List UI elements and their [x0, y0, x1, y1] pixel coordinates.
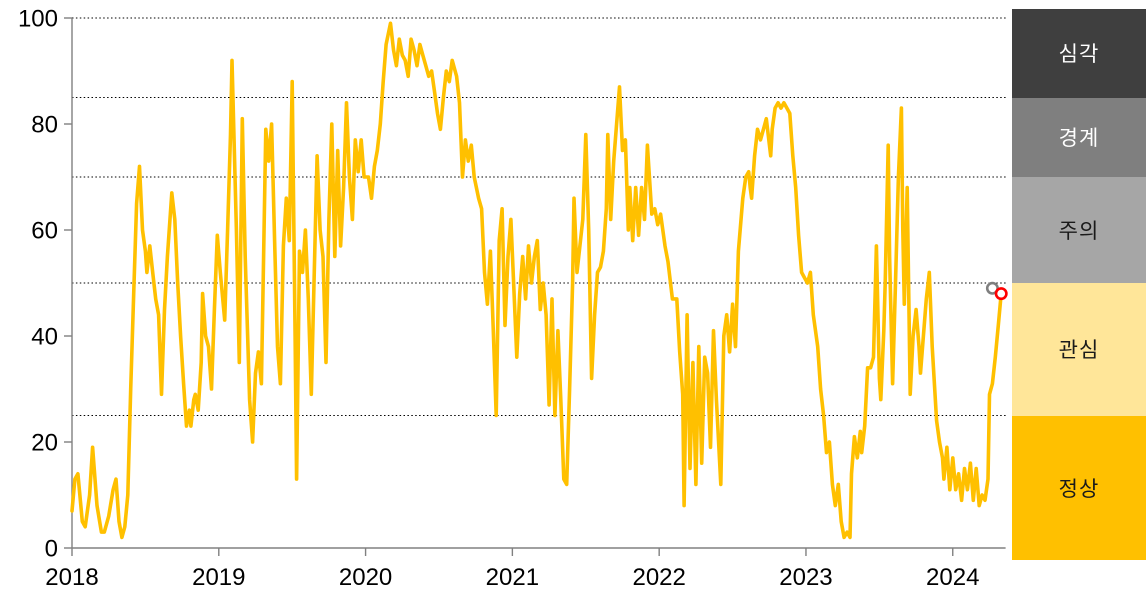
x-tick-label: 2023: [779, 564, 832, 591]
legend-band-주의: 주의: [1012, 177, 1146, 283]
legend-band-label: 관심: [1058, 339, 1100, 363]
y-tick-label: 20: [31, 429, 58, 456]
x-tick-label: 2022: [632, 564, 685, 591]
x-tick-label: 2018: [45, 564, 98, 591]
y-tick-label: 80: [31, 111, 58, 138]
x-tick-label: 2019: [192, 564, 245, 591]
legend-band-관심: 관심: [1012, 283, 1146, 416]
legend-band-label: 심각: [1058, 43, 1100, 67]
latest-value-marker: [994, 287, 1008, 301]
x-axis-ticks: 2018 2019 2020 2021 2022 2023 2024: [45, 548, 979, 591]
y-tick-label: 0: [45, 535, 58, 562]
x-tick-label: 2024: [926, 564, 979, 591]
legend-band-label: 주의: [1058, 220, 1100, 243]
x-tick-label: 2020: [339, 564, 392, 591]
axes: [71, 18, 1006, 549]
legend-band-label: 정상: [1058, 477, 1100, 501]
y-axis-ticks: 0 20 40 60 80 100: [18, 5, 72, 562]
legend-band-정상: 정상: [1012, 415, 1146, 560]
y-tick-label: 40: [31, 323, 58, 350]
x-tick-label: 2021: [486, 564, 539, 591]
legend-band-경계: 경계: [1012, 97, 1146, 177]
value-markers: [985, 281, 1008, 301]
y-tick-label: 60: [31, 217, 58, 244]
y-tick-label: 100: [18, 5, 58, 32]
legend-band-label: 경계: [1058, 127, 1100, 151]
index-line: [70, 21, 1003, 540]
legend-band-심각: 심각: [1012, 9, 1146, 98]
